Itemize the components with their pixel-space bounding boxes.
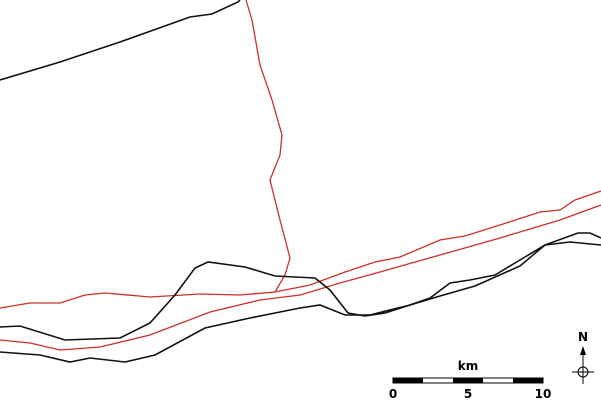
scale-segment bbox=[393, 378, 423, 383]
compass-circle bbox=[577, 366, 589, 378]
scale-label: 5 bbox=[464, 387, 472, 400]
scale-segment bbox=[453, 378, 483, 383]
road bbox=[0, 241, 601, 363]
north-label: N bbox=[578, 330, 588, 344]
scale-label: 0 bbox=[389, 387, 397, 400]
road bbox=[0, 190, 601, 309]
road bbox=[0, 204, 601, 351]
road bbox=[245, 0, 291, 293]
road bbox=[0, 0, 241, 81]
arrow-head bbox=[580, 346, 586, 355]
road bbox=[0, 232, 601, 341]
scale-label: 10 bbox=[535, 387, 552, 400]
north-arrow: N bbox=[572, 330, 594, 384]
scale-unit: km bbox=[458, 359, 478, 373]
scale-segment bbox=[513, 378, 543, 383]
scale-bar: km 0 5 10 bbox=[389, 359, 552, 400]
